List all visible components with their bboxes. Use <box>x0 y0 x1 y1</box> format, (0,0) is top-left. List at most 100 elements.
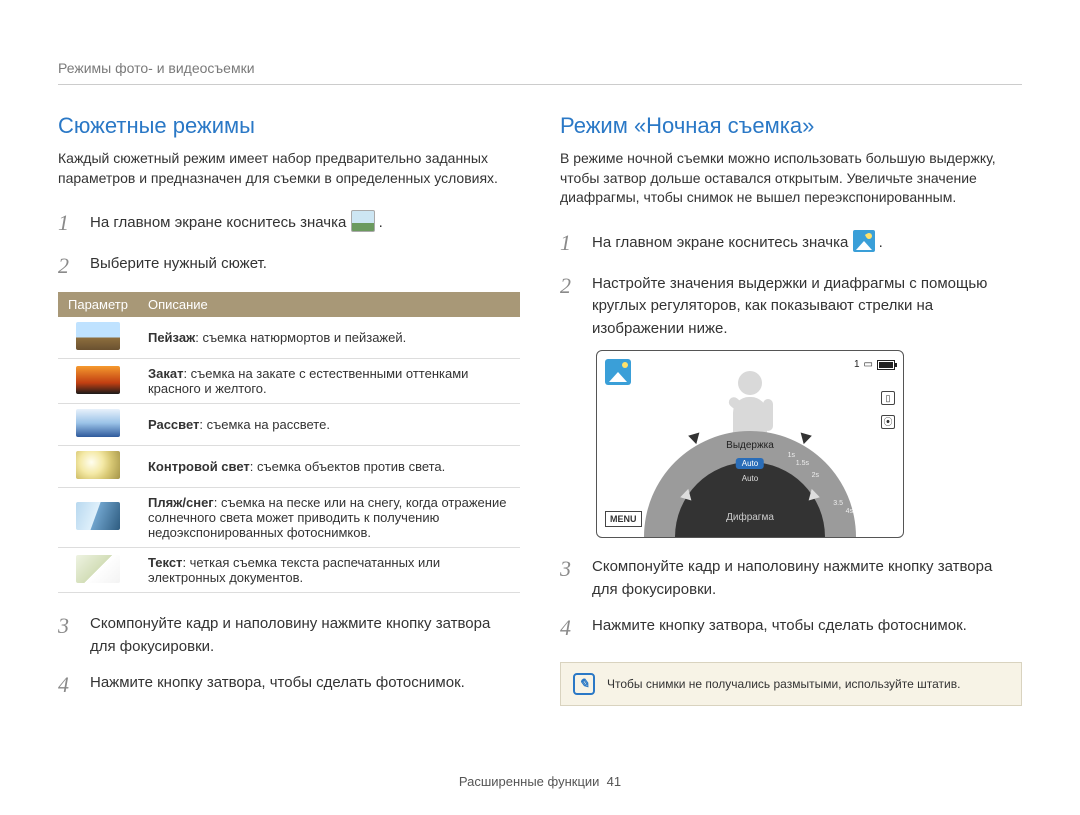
night-mode-icon <box>853 230 875 252</box>
page-footer: Расширенные функции 41 <box>0 774 1080 789</box>
step-text: На главном экране коснитесь значка . <box>90 206 520 239</box>
scn-icon <box>351 210 375 232</box>
status-bar: 1 ▭ <box>854 359 895 370</box>
step: 3 Скомпонуйте кадр и наполовину нажмите … <box>58 609 520 658</box>
step-text: Настройте значения выдержки и диафрагмы … <box>592 269 1022 341</box>
scene-name: Пейзаж <box>148 330 195 345</box>
note-box: ✎ Чтобы снимки не получались размытыми, … <box>560 662 1022 706</box>
right-column: Режим «Ночная съемка» В режиме ночной съ… <box>560 113 1022 711</box>
scene-name: Закат <box>148 366 183 381</box>
shutter-auto-badge: Auto <box>736 458 764 469</box>
step-number: 1 <box>58 206 78 239</box>
scene-steps: 1 На главном экране коснитесь значка . 2… <box>58 206 520 282</box>
aperture-auto-label: Auto <box>742 474 758 483</box>
arrow-icon <box>801 430 814 444</box>
table-header-desc: Описание <box>138 292 520 317</box>
step: 2 Настройте значения выдержки и диафрагм… <box>560 269 1022 341</box>
step-number: 2 <box>560 269 580 341</box>
footer-section: Расширенные функции <box>459 774 600 789</box>
night-intro: В режиме ночной съемки можно использоват… <box>560 149 1022 208</box>
step-number: 3 <box>58 609 78 658</box>
table-row: Пляж/снег: съемка на песке или на снегу,… <box>58 488 520 548</box>
scene-thumb-icon <box>76 451 120 479</box>
scene-name: Рассвет <box>148 417 199 432</box>
battery-icon <box>877 360 895 370</box>
shutter-label: Выдержка <box>726 440 774 451</box>
scene-steps-cont: 3 Скомпонуйте кадр и наполовину нажмите … <box>58 609 520 701</box>
step-number: 4 <box>560 611 580 644</box>
menu-button: MENU <box>605 511 642 527</box>
step-text: На главном экране коснитесь значка . <box>592 226 1022 259</box>
scene-desc: : четкая съемка текста распечатанных или… <box>148 555 440 585</box>
night-steps: 1 На главном экране коснитесь значка . 2… <box>560 226 1022 341</box>
step-text: Скомпонуйте кадр и наполовину нажмите кн… <box>90 609 520 658</box>
step-text: Скомпонуйте кадр и наполовину нажмите кн… <box>592 552 1022 601</box>
tick-label: 3.5 <box>833 500 843 507</box>
step-number: 3 <box>560 552 580 601</box>
scene-name: Текст <box>148 555 182 570</box>
step: 4 Нажмите кнопку затвора, чтобы сделать … <box>560 611 1022 644</box>
scene-desc-cell: Пейзаж: съемка натюрмортов и пейзажей. <box>138 317 520 359</box>
scene-thumb-cell <box>58 548 138 593</box>
left-column: Сюжетные режимы Каждый сюжетный режим им… <box>58 113 520 711</box>
scene-desc-cell: Рассвет: съемка на рассвете. <box>138 404 520 446</box>
scene-thumb-icon <box>76 502 120 530</box>
section-title-night: Режим «Ночная съемка» <box>560 113 1022 139</box>
step: 1 На главном экране коснитесь значка . <box>58 206 520 239</box>
shot-count: 1 <box>854 359 860 370</box>
step-text: Нажмите кнопку затвора, чтобы сделать фо… <box>90 668 520 701</box>
scene-name: Пляж/снег <box>148 495 214 510</box>
scene-intro: Каждый сюжетный режим имеет набор предва… <box>58 149 520 188</box>
scene-desc-cell: Текст: четкая съемка текста распечатанны… <box>138 548 520 593</box>
note-text: Чтобы снимки не получались размытыми, ис… <box>607 677 960 691</box>
tick-label: 2s <box>812 472 819 479</box>
step: 1 На главном экране коснитесь значка . <box>560 226 1022 259</box>
step: 4 Нажмите кнопку затвора, чтобы сделать … <box>58 668 520 701</box>
scene-desc: : съемка на закате с естественными оттен… <box>148 366 468 396</box>
scene-thumb-icon <box>76 366 120 394</box>
scene-thumb-icon <box>76 322 120 350</box>
step-number: 1 <box>560 226 580 259</box>
scene-desc: : съемка натюрмортов и пейзажей. <box>195 330 406 345</box>
aperture-label: Дифрагма <box>726 512 774 523</box>
scene-thumb-cell <box>58 317 138 359</box>
step-text: Выберите нужный сюжет. <box>90 249 520 282</box>
flash-icon: ⦿ <box>881 415 895 429</box>
scene-thumb-cell <box>58 446 138 488</box>
sd-card-icon: ▭ <box>864 359 873 370</box>
table-row: Контровой свет: съемка объектов против с… <box>58 446 520 488</box>
scene-thumb-cell <box>58 404 138 446</box>
metering-icon: ▯ <box>881 391 895 405</box>
scene-table: Параметр Описание Пейзаж: съемка натюрмо… <box>58 292 520 593</box>
step-number: 2 <box>58 249 78 282</box>
step: 3 Скомпонуйте кадр и наполовину нажмите … <box>560 552 1022 601</box>
scene-desc: : съемка на рассвете. <box>199 417 330 432</box>
scene-desc-cell: Контровой свет: съемка объектов против с… <box>138 446 520 488</box>
arrow-icon <box>687 430 700 444</box>
scene-desc-cell: Пляж/снег: съемка на песке или на снегу,… <box>138 488 520 548</box>
breadcrumb: Режимы фото- и видеосъемки <box>58 60 1022 85</box>
note-icon: ✎ <box>573 673 595 695</box>
scene-desc-cell: Закат: съемка на закате с естественными … <box>138 359 520 404</box>
table-row: Закат: съемка на закате с естественными … <box>58 359 520 404</box>
mode-badge-icon <box>605 359 631 385</box>
manual-page: Режимы фото- и видеосъемки Сюжетные режи… <box>0 0 1080 741</box>
scene-thumb-cell <box>58 488 138 548</box>
scene-name: Контровой свет <box>148 459 250 474</box>
scene-desc: : съемка объектов против света. <box>250 459 445 474</box>
table-row: Пейзаж: съемка натюрмортов и пейзажей. <box>58 317 520 359</box>
scene-thumb-icon <box>76 409 120 437</box>
step-text: Нажмите кнопку затвора, чтобы сделать фо… <box>592 611 1022 644</box>
tick-label: 4s <box>846 508 853 515</box>
page-number: 41 <box>607 774 621 789</box>
camera-screen-illustration: 1 ▭ ▯ ⦿ MENU Выдержка Auto Auto Ди <box>596 350 904 538</box>
scene-thumb-icon <box>76 555 120 583</box>
table-header-param: Параметр <box>58 292 138 317</box>
tick-label: 1s <box>788 452 795 459</box>
step: 2 Выберите нужный сюжет. <box>58 249 520 282</box>
two-column-layout: Сюжетные режимы Каждый сюжетный режим им… <box>58 113 1022 711</box>
night-steps-cont: 3 Скомпонуйте кадр и наполовину нажмите … <box>560 552 1022 644</box>
table-row: Текст: четкая съемка текста распечатанны… <box>58 548 520 593</box>
table-row: Рассвет: съемка на рассвете. <box>58 404 520 446</box>
step-number: 4 <box>58 668 78 701</box>
